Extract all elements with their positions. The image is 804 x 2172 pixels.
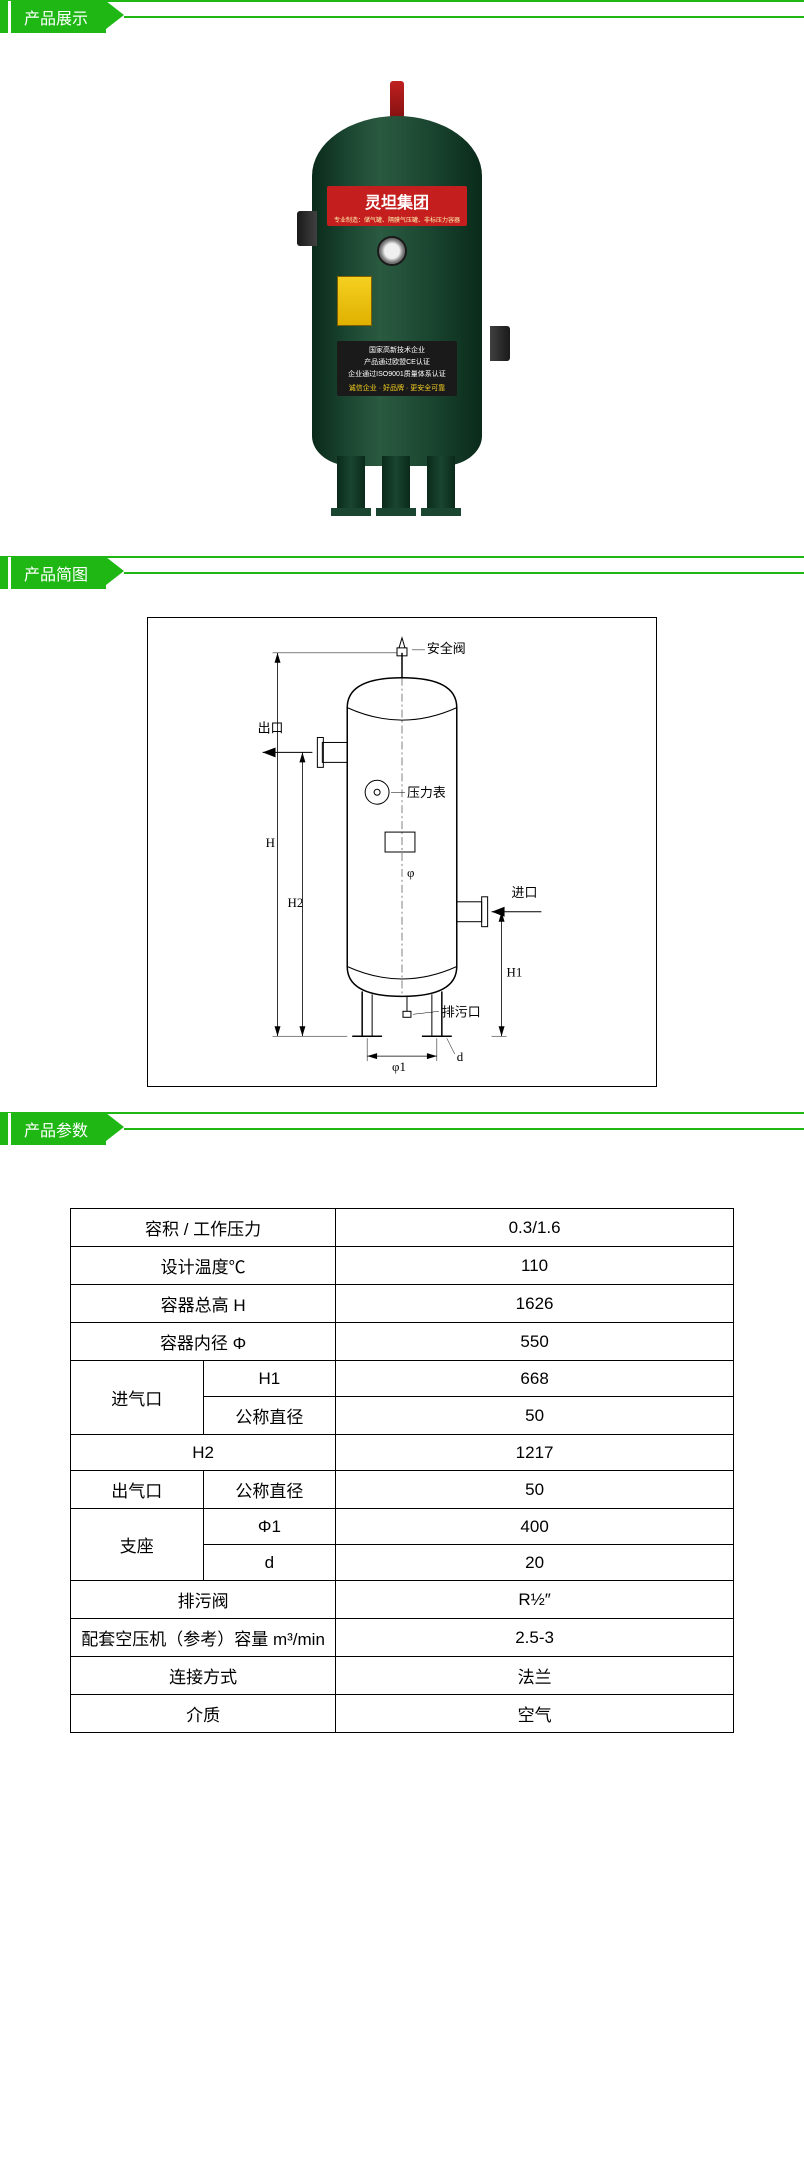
- cert-line-1: 国家高新技术企业: [369, 345, 425, 355]
- param-table: 容积 / 工作压力0.3/1.6设计温度℃110容器总高 H1626容器内径 Φ…: [70, 1208, 734, 1733]
- diag-label-h1: H1: [507, 964, 523, 979]
- header-tab-diagram: 产品简图: [0, 557, 106, 589]
- table-row: 容器总高 H1626: [71, 1285, 734, 1323]
- table-row: 容积 / 工作压力0.3/1.6: [71, 1209, 734, 1247]
- tank-brand-label: 灵坦集团 专业制造：储气罐、隔膜气压罐、非标压力容器: [327, 186, 467, 226]
- param-value: 1626: [336, 1285, 734, 1323]
- param-sublabel: d: [203, 1545, 336, 1581]
- brand-subtitle: 专业制造：储气罐、隔膜气压罐、非标压力容器: [334, 215, 460, 224]
- param-label: 进气口: [71, 1361, 204, 1435]
- tank-valve-icon: [390, 81, 404, 121]
- param-label: 设计温度℃: [71, 1247, 336, 1285]
- tank-flange-left: [297, 211, 317, 246]
- param-label: H2: [71, 1435, 336, 1471]
- param-label: 介质: [71, 1695, 336, 1733]
- diag-label-h: H: [266, 835, 275, 850]
- diag-label-gauge: 压力表: [407, 785, 446, 800]
- header-tab-params: 产品参数: [0, 1113, 106, 1145]
- param-value: 50: [336, 1471, 734, 1509]
- param-value: 50: [336, 1397, 734, 1435]
- param-label: 支座: [71, 1509, 204, 1581]
- tank-warning-label: [337, 276, 372, 326]
- table-row: 出气口公称直径50: [71, 1471, 734, 1509]
- param-label: 容积 / 工作压力: [71, 1209, 336, 1247]
- table-row: 进气口H1668: [71, 1361, 734, 1397]
- header-line-3: [124, 1128, 804, 1130]
- param-value: 550: [336, 1323, 734, 1361]
- table-row: 排污阀R½″: [71, 1581, 734, 1619]
- param-table-section: 容积 / 工作压力0.3/1.6设计温度℃110容器总高 H1626容器内径 Φ…: [0, 1148, 804, 1773]
- param-label: 容器内径 Φ: [71, 1323, 336, 1361]
- tank-diagram-svg: 安全阀 出口 压力表 φ 进口: [148, 618, 656, 1086]
- header-tab-display: 产品展示: [0, 1, 106, 33]
- tank-flange-right: [490, 326, 510, 361]
- diag-label-h2: H2: [287, 895, 303, 910]
- param-value: 0.3/1.6: [336, 1209, 734, 1247]
- param-value: 1217: [336, 1435, 734, 1471]
- tank-cert-label: 国家高新技术企业 产品通过欧盟CE认证 企业通过ISO9001质量体系认证 诚信…: [337, 341, 457, 396]
- diagram-section: 安全阀 出口 压力表 φ 进口: [0, 592, 804, 1112]
- brand-name: 灵坦集团: [365, 189, 429, 213]
- header-title-diagram: 产品简图: [24, 561, 88, 585]
- param-value: R½″: [336, 1581, 734, 1619]
- table-row: 支座Φ1400: [71, 1509, 734, 1545]
- header-line-1: [124, 16, 804, 18]
- param-value: 20: [336, 1545, 734, 1581]
- section-header-display: 产品展示: [0, 2, 804, 32]
- table-row: H21217: [71, 1435, 734, 1471]
- table-row: 配套空压机（参考）容量 m³/min2.5-3: [71, 1619, 734, 1657]
- param-value: 668: [336, 1361, 734, 1397]
- param-sublabel: 公称直径: [203, 1471, 336, 1509]
- param-value: 2.5-3: [336, 1619, 734, 1657]
- diag-label-phi: φ: [407, 865, 414, 880]
- param-value: 400: [336, 1509, 734, 1545]
- table-row: 设计温度℃110: [71, 1247, 734, 1285]
- param-label: 出气口: [71, 1471, 204, 1509]
- param-value: 110: [336, 1247, 734, 1285]
- diag-label-phi1: φ1: [392, 1059, 406, 1074]
- cert-line-4: 诚信企业 · 好品牌 · 更安全可靠: [349, 383, 445, 393]
- header-title-params: 产品参数: [24, 1117, 88, 1141]
- tank-leg-1: [337, 456, 365, 516]
- param-label: 排污阀: [71, 1581, 336, 1619]
- table-row: 介质空气: [71, 1695, 734, 1733]
- table-row: 容器内径 Φ550: [71, 1323, 734, 1361]
- product-photo-section: 灵坦集团 专业制造：储气罐、隔膜气压罐、非标压力容器 国家高新技术企业 产品通过…: [0, 36, 804, 556]
- param-label: 连接方式: [71, 1657, 336, 1695]
- section-header-params: 产品参数: [0, 1114, 804, 1144]
- header-title-display: 产品展示: [24, 5, 88, 29]
- cert-line-3: 企业通过ISO9001质量体系认证: [348, 369, 446, 379]
- param-value: 法兰: [336, 1657, 734, 1695]
- diag-label-d: d: [457, 1049, 464, 1064]
- param-sublabel: H1: [203, 1361, 336, 1397]
- param-label: 配套空压机（参考）容量 m³/min: [71, 1619, 336, 1657]
- tank-gauge-icon: [377, 236, 407, 266]
- section-header-diagram: 产品简图: [0, 558, 804, 588]
- diag-label-safety-valve: 安全阀: [427, 641, 466, 656]
- param-label: 容器总高 H: [71, 1285, 336, 1323]
- table-row: 连接方式法兰: [71, 1657, 734, 1695]
- cert-line-2: 产品通过欧盟CE认证: [364, 357, 430, 367]
- param-sublabel: Φ1: [203, 1509, 336, 1545]
- tank-photo: 灵坦集团 专业制造：储气罐、隔膜气压罐、非标压力容器 国家高新技术企业 产品通过…: [282, 76, 522, 516]
- diag-label-drain: 排污口: [442, 1004, 481, 1019]
- tank-leg-3: [427, 456, 455, 516]
- diagram-box: 安全阀 出口 压力表 φ 进口: [147, 617, 657, 1087]
- header-line-2: [124, 572, 804, 574]
- tank-leg-2: [382, 456, 410, 516]
- diag-label-outlet: 出口: [258, 721, 284, 736]
- param-value: 空气: [336, 1695, 734, 1733]
- diag-label-inlet: 进口: [512, 885, 538, 900]
- param-sublabel: 公称直径: [203, 1397, 336, 1435]
